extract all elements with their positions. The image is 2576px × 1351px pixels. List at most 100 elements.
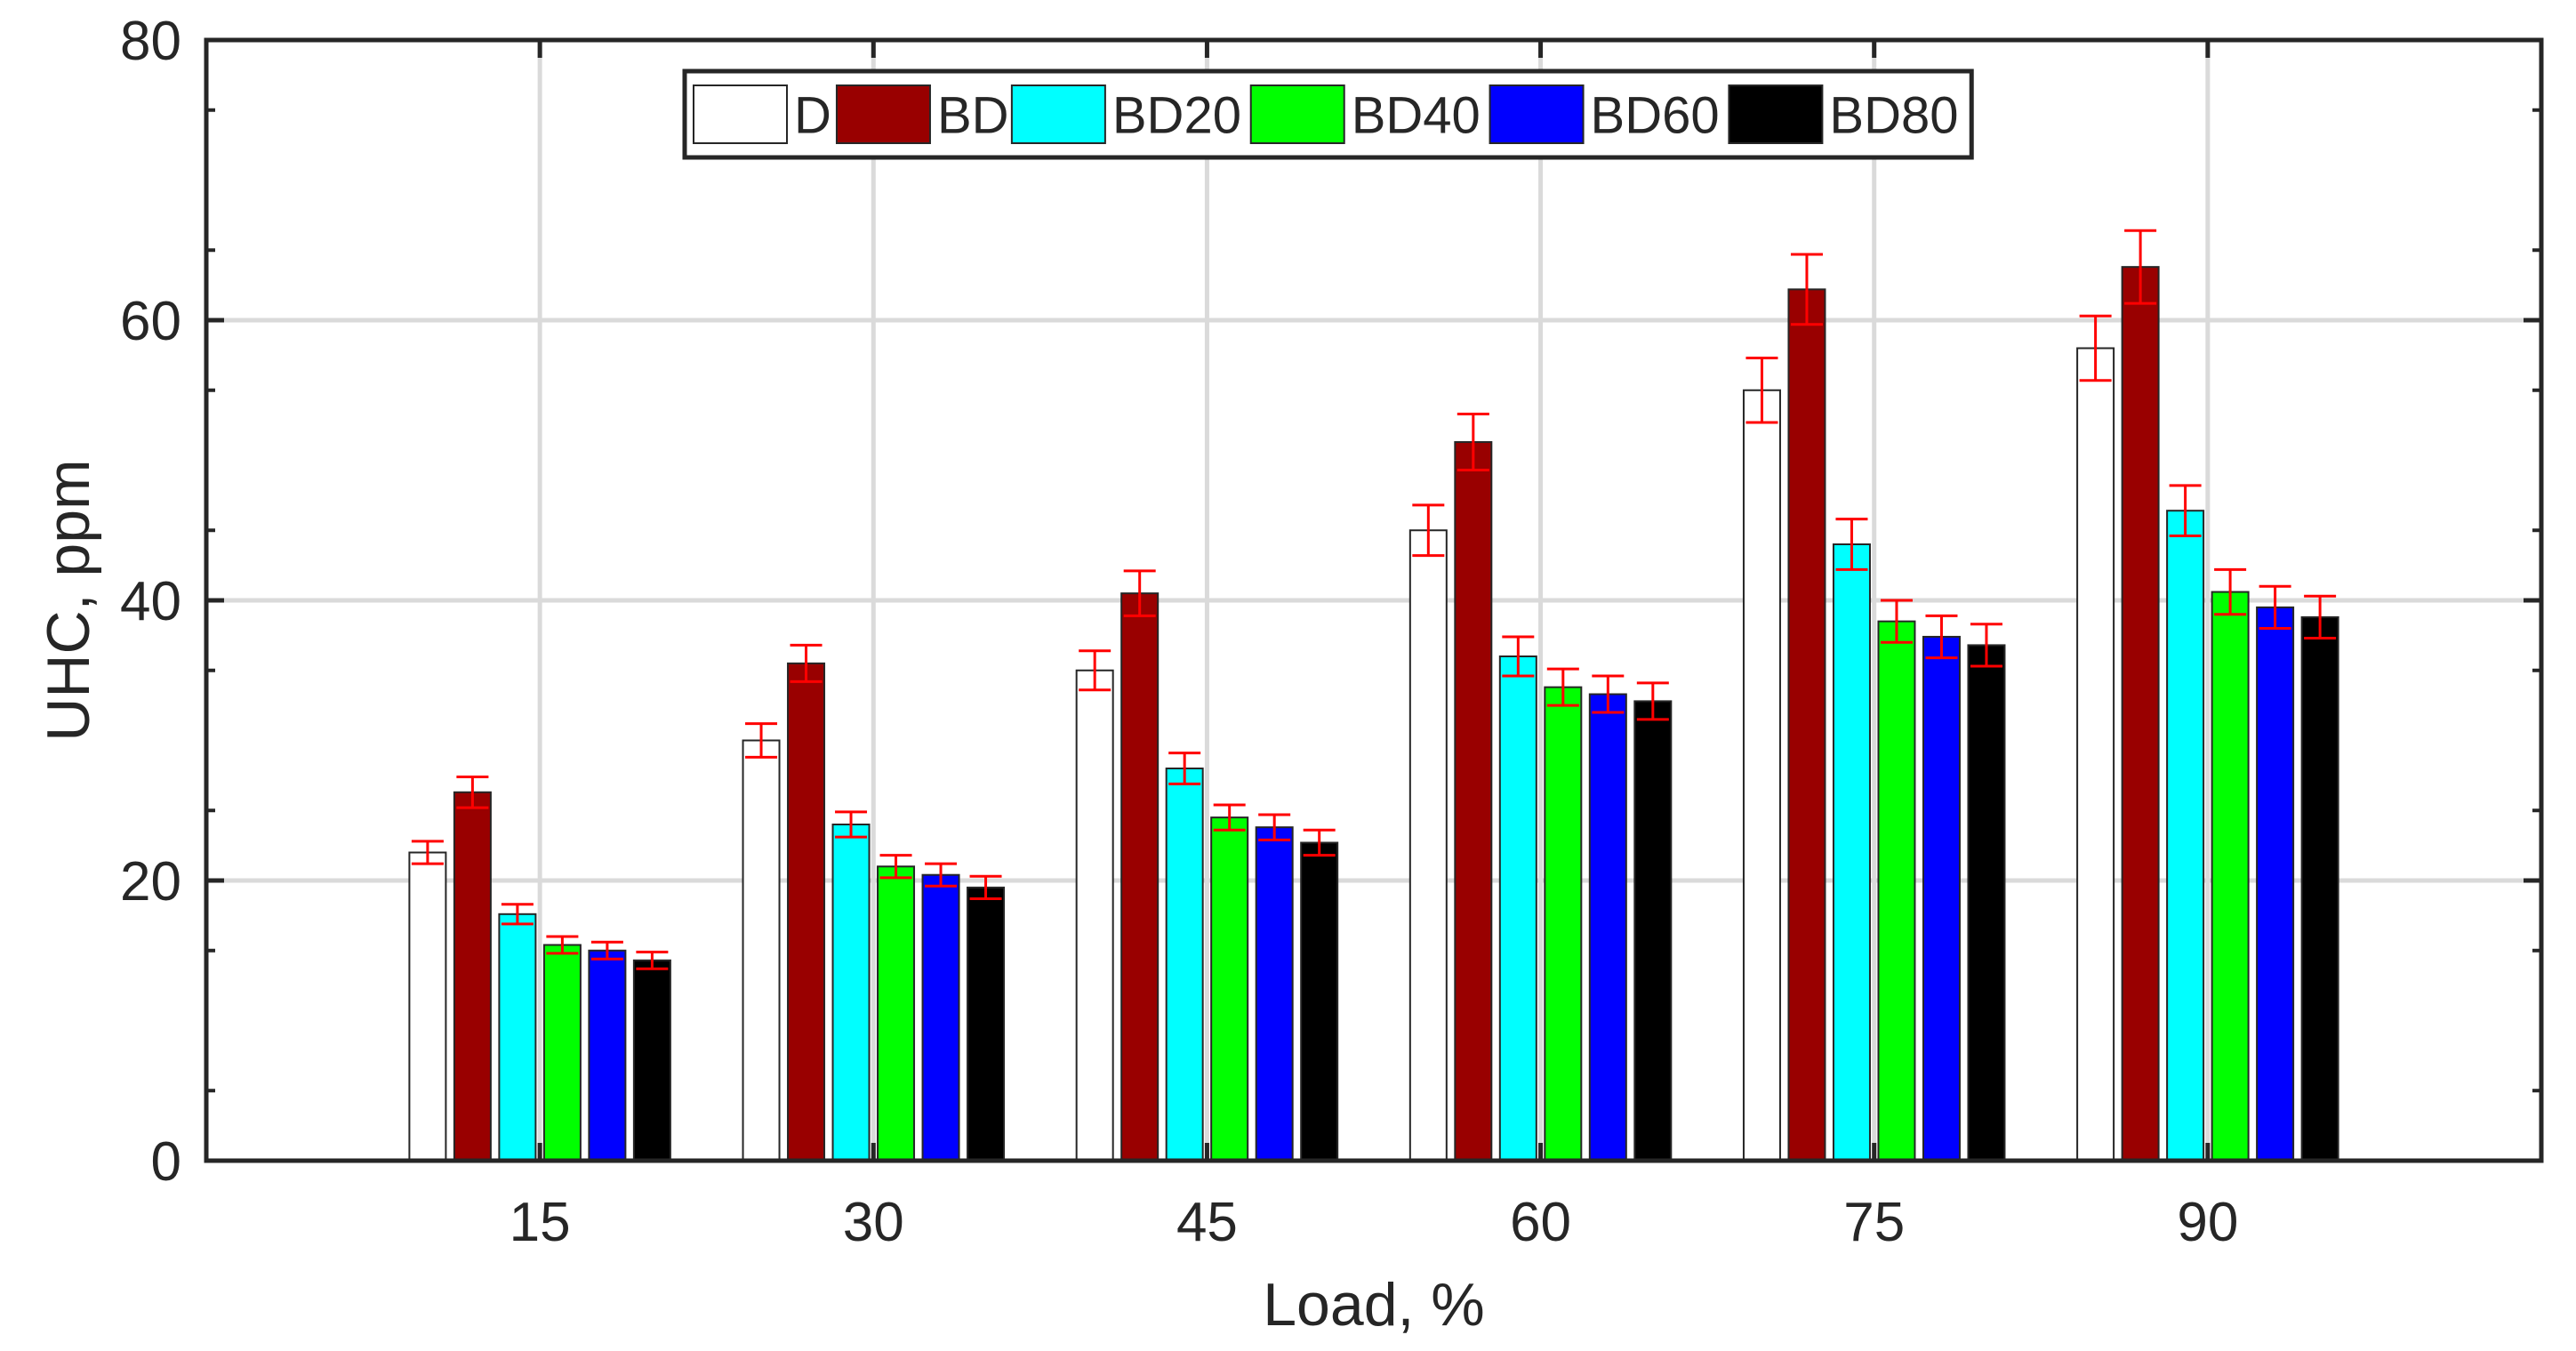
bar-bd80-15 [632,959,671,1162]
x-tick-label: 60 [1510,1192,1571,1253]
error-bar-bd60-75 [1925,614,1958,660]
bar-d-90 [2076,347,2115,1162]
error-bar-bd20-45 [1168,752,1201,785]
error-bar-bd20-15 [501,903,534,926]
error-bar-bd80-75 [1970,623,2002,668]
error-bar-bd20-60 [1502,635,1535,678]
error-bar-bd60-90 [2259,584,2291,630]
legend-label-bd: BD [937,87,1009,145]
legend-swatch-bd20 [1010,84,1106,144]
legend-swatch-bd80 [1728,84,1824,144]
bar-bd-75 [1787,288,1826,1162]
axis-ticks [206,37,2541,1163]
legend-swatch-bd60 [1489,84,1585,144]
x-tick-label: 45 [1176,1192,1238,1253]
bar-bd20-60 [1498,655,1537,1162]
error-bar-bd-30 [790,643,823,683]
y-tick-labels: 0 20 40 60 80 [120,11,181,1193]
x-tick-label: 30 [843,1192,904,1253]
error-bar-bd-75 [1790,253,1823,326]
bar-bd80-90 [2300,615,2339,1162]
bar-bd40-30 [877,865,916,1162]
error-bar-bd40-15 [546,935,579,955]
error-bar-bd60-60 [1592,674,1625,714]
bar-bd20-75 [1832,543,1871,1162]
error-bar-bd20-30 [835,810,868,839]
y-tick-label: 0 [151,1131,181,1193]
bar-bd40-15 [542,944,582,1162]
error-bar-bd-15 [456,775,489,809]
bar-d-15 [408,851,447,1162]
error-bar-bd60-30 [925,862,958,888]
legend-label-bd40: BD40 [1352,87,1481,145]
error-bar-bd80-45 [1303,828,1336,857]
bar-d-75 [1742,389,1781,1162]
error-bar-bd40-75 [1880,599,1913,644]
bar-bd-45 [1120,592,1160,1162]
bar-bd40-60 [1544,686,1583,1162]
bar-d-30 [742,739,781,1162]
error-bar-bd40-60 [1546,667,1579,707]
bar-bd60-75 [1922,635,1961,1162]
bar-d-45 [1075,669,1114,1162]
bar-bd20-15 [498,913,537,1162]
bar-bd80-45 [1300,841,1339,1162]
bar-bd60-60 [1588,693,1627,1162]
error-bar-bd40-30 [879,854,912,880]
error-bar-bd-45 [1123,569,1156,617]
x-tick-label: 15 [510,1192,571,1253]
error-bar-d-15 [411,840,444,865]
y-tick-label: 20 [120,851,181,913]
y-axis-label: UHC, ppm [35,459,102,741]
error-bars [411,229,2337,970]
error-bar-bd60-45 [1258,813,1291,841]
y-tick-label: 80 [120,11,181,72]
bar-bd-90 [2121,266,2160,1162]
legend-label-bd20: BD20 [1112,87,1241,145]
error-bar-bd80-60 [1636,681,1669,721]
y-tick-label: 40 [120,571,181,632]
bar-series [408,266,2339,1162]
bar-bd60-15 [588,949,627,1162]
bar-bd80-75 [1967,644,2006,1162]
x-tick-label: 90 [2177,1192,2238,1253]
error-bar-bd-60 [1457,413,1489,472]
bar-bd60-30 [921,873,960,1162]
bar-d-60 [1408,529,1448,1162]
x-tick-label: 75 [1843,1192,1905,1253]
error-bar-d-60 [1412,503,1445,558]
legend-swatch-d [693,84,788,144]
legend-swatch-bd [835,84,931,144]
error-bar-d-30 [745,722,778,759]
error-bar-bd20-75 [1835,518,1868,571]
bar-bd-15 [453,791,492,1162]
x-tick-labels: 15 30 45 60 75 90 [510,1192,2239,1253]
error-bar-bd80-15 [636,950,669,970]
error-bar-bd80-90 [2304,594,2337,640]
error-bar-bd-90 [2124,229,2157,305]
bar-bd40-90 [2211,591,2250,1162]
bar-bd80-30 [967,886,1006,1162]
bar-bd80-60 [1633,700,1673,1162]
bar-bd-30 [787,662,826,1162]
y-tick-label: 60 [120,291,181,352]
error-bar-bd40-90 [2214,567,2247,616]
bar-bd60-45 [1255,826,1294,1162]
error-bar-bd60-15 [590,940,623,961]
bar-bd-60 [1454,441,1493,1162]
error-bar-bd40-45 [1213,803,1246,832]
error-bar-bd80-30 [969,874,1002,900]
bar-bd40-75 [1877,620,1916,1162]
legend-label-bd80: BD80 [1829,87,1958,145]
legend-label-bd60: BD60 [1591,87,1720,145]
error-bar-d-90 [2079,314,2112,382]
legend-swatch-bd40 [1249,84,1345,144]
x-axis-label: Load, % [1263,1271,1485,1339]
legend-label-d: D [794,87,831,145]
bar-bd40-45 [1210,816,1249,1162]
error-bar-d-45 [1079,649,1111,692]
error-bar-d-75 [1745,357,1778,424]
bar-bd20-45 [1165,768,1204,1162]
bar-bd20-30 [831,824,871,1162]
